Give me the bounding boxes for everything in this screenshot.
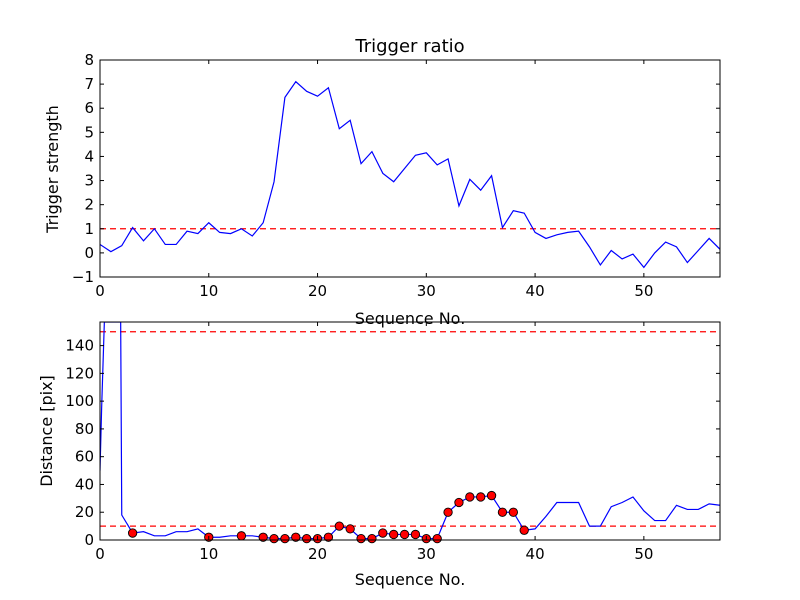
- axes-frame: [99, 59, 721, 278]
- data-point-marker: [497, 507, 508, 517]
- data-point-marker: [432, 533, 442, 544]
- data-point-marker: [291, 532, 301, 542]
- data-point-marker: [378, 528, 388, 538]
- y-tick-label: 80: [75, 420, 94, 438]
- y-tick-label: −1: [72, 268, 94, 286]
- y-tick-label: 140: [65, 337, 94, 355]
- x-tick-label: 20: [308, 545, 327, 563]
- y-tick-label: 2: [84, 196, 94, 214]
- y-tick-label: 8: [84, 51, 94, 69]
- x-tick-label: 20: [308, 282, 327, 300]
- y-tick-label: 0: [84, 531, 94, 549]
- x-tick-label: 40: [526, 282, 545, 300]
- x-tick-label: 30: [417, 545, 436, 563]
- series-line: [100, 80, 720, 269]
- data-point-marker: [476, 492, 486, 502]
- data-point-marker: [465, 492, 475, 502]
- y-tick-label: 40: [75, 475, 94, 493]
- y-axis-label: Distance [pix]: [37, 375, 56, 487]
- data-point-marker: [236, 531, 247, 541]
- y-tick-label: 3: [84, 172, 94, 190]
- data-point-marker: [258, 532, 268, 542]
- x-tick-label: 10: [199, 282, 218, 300]
- y-tick-label: 6: [84, 99, 94, 117]
- data-point-marker: [280, 533, 290, 544]
- data-point-marker: [345, 524, 355, 534]
- y-tick-label: 1: [84, 220, 94, 238]
- data-point-marker: [443, 507, 453, 517]
- x-axis-label: Sequence No.: [355, 309, 466, 328]
- y-tick-label: 0: [84, 244, 94, 262]
- data-point-marker: [127, 528, 138, 538]
- y-axis-label: Trigger strength: [43, 105, 62, 234]
- x-tick-label: 30: [417, 282, 436, 300]
- x-tick-label: 50: [634, 545, 653, 563]
- chart-title: Trigger ratio: [354, 36, 464, 57]
- y-tick-label: 7: [84, 75, 94, 93]
- axes-frame: [99, 321, 721, 541]
- data-point-marker: [410, 529, 421, 540]
- x-tick-label: 0: [95, 545, 105, 563]
- x-tick-label: 50: [634, 282, 653, 300]
- plot-area: 0 10 20 30 40 50 0 20 40 60 80 100 120 140: [65, 321, 721, 563]
- y-tick-label: 4: [84, 147, 94, 165]
- data-point-marker: [486, 490, 497, 501]
- data-point-marker: [508, 507, 518, 517]
- data-point-marker: [269, 533, 279, 544]
- data-point-marker: [389, 529, 399, 540]
- y-tick-label: 20: [75, 503, 94, 521]
- x-tick-label: 10: [199, 545, 218, 563]
- x-tick-label: 40: [526, 545, 545, 563]
- y-tick-label: 5: [84, 123, 94, 141]
- y-tick-label: 100: [65, 392, 94, 410]
- data-point-marker: [519, 525, 529, 535]
- data-point-marker: [399, 529, 410, 540]
- data-point-marker: [302, 533, 312, 544]
- data-point-marker: [356, 533, 366, 544]
- data-point-marker: [454, 497, 464, 508]
- data-point-marker: [367, 533, 377, 544]
- distance-chart: Sequence No. Distance [pix] 0 10 20 30 40 500…: [37, 321, 721, 589]
- trigger-ratio-chart: Trigger ratio Sequence No. Trigger stren…: [43, 36, 721, 328]
- y-tick-label: 120: [65, 364, 94, 382]
- x-axis-label: Sequence No.: [355, 570, 466, 589]
- y-tick-label: 60: [75, 448, 94, 466]
- data-point-marker: [334, 521, 344, 531]
- x-tick-label: 0: [95, 282, 105, 300]
- data-point-marker: [323, 532, 334, 542]
